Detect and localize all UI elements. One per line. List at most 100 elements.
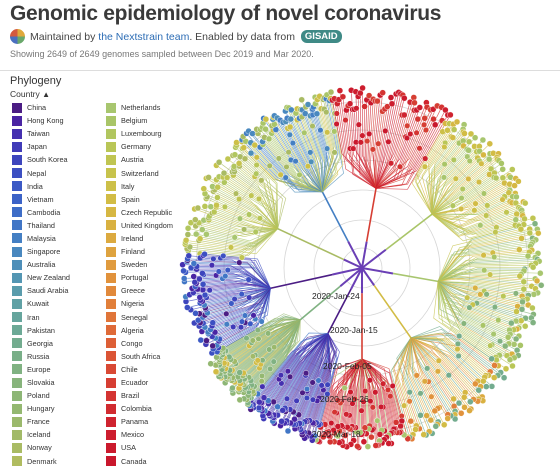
tip-node[interactable] xyxy=(374,417,381,424)
tip-node[interactable] xyxy=(516,272,523,280)
tip-node[interactable] xyxy=(293,397,300,404)
tip-node[interactable] xyxy=(266,346,273,353)
tip-node[interactable] xyxy=(223,321,230,328)
legend-item[interactable]: Greece xyxy=(106,284,173,297)
tip-node[interactable] xyxy=(467,398,474,405)
tip-node[interactable] xyxy=(223,174,231,181)
tip-node[interactable] xyxy=(298,96,305,104)
tip-node[interactable] xyxy=(247,149,255,157)
tip-node[interactable] xyxy=(454,340,461,347)
tip-node[interactable] xyxy=(460,320,467,327)
tip-node[interactable] xyxy=(397,163,404,170)
tip-node[interactable] xyxy=(247,320,254,327)
tip-node[interactable] xyxy=(472,200,479,207)
tip-node[interactable] xyxy=(236,369,243,376)
tip-node[interactable] xyxy=(214,194,221,201)
tip-node[interactable] xyxy=(209,319,217,326)
tip-node[interactable] xyxy=(184,304,191,311)
legend-item[interactable]: Vietnam xyxy=(12,193,70,206)
tip-node[interactable] xyxy=(495,317,502,324)
tip-node[interactable] xyxy=(236,259,243,266)
tip-node[interactable] xyxy=(324,129,331,136)
tip-node[interactable] xyxy=(535,229,542,237)
tip-node[interactable] xyxy=(521,215,528,223)
tip-node[interactable] xyxy=(529,319,537,326)
tip-node[interactable] xyxy=(221,203,228,210)
tip-node[interactable] xyxy=(461,394,468,401)
tip-node[interactable] xyxy=(224,267,231,274)
legend-item[interactable]: Portugal xyxy=(106,271,173,284)
tip-node[interactable] xyxy=(336,87,344,94)
tip-node[interactable] xyxy=(309,396,316,403)
tip-node[interactable] xyxy=(254,327,261,334)
tip-node[interactable] xyxy=(511,182,518,189)
tip-node[interactable] xyxy=(355,121,362,128)
tip-node[interactable] xyxy=(512,290,519,297)
legend-item[interactable]: Germany xyxy=(106,140,173,153)
legend-item[interactable]: Saudi Arabia xyxy=(12,284,70,297)
tip-node[interactable] xyxy=(343,411,350,418)
tip-node[interactable] xyxy=(513,347,521,354)
legend-item[interactable]: Brazil xyxy=(106,389,173,402)
tip-node[interactable] xyxy=(467,130,475,138)
tip-node[interactable] xyxy=(231,296,238,303)
tip-node[interactable] xyxy=(360,438,368,445)
tip-node[interactable] xyxy=(449,134,456,141)
tip-node[interactable] xyxy=(522,323,529,330)
tip-node[interactable] xyxy=(367,398,374,405)
tip-node[interactable] xyxy=(407,130,414,137)
legend-item[interactable]: Hungary xyxy=(12,402,70,415)
tip-node[interactable] xyxy=(441,174,448,181)
tip-node[interactable] xyxy=(359,84,366,92)
tip-node[interactable] xyxy=(180,275,188,282)
tip-node[interactable] xyxy=(376,431,384,438)
tip-node[interactable] xyxy=(250,312,257,319)
legend-item[interactable]: Finland xyxy=(106,245,173,258)
tip-node[interactable] xyxy=(512,199,520,207)
legend-item[interactable]: Canada xyxy=(106,455,173,468)
tip-node[interactable] xyxy=(499,166,506,173)
tip-node[interactable] xyxy=(241,155,249,163)
tip-node[interactable] xyxy=(238,318,245,325)
legend-item[interactable]: Nigeria xyxy=(106,297,173,310)
tip-node[interactable] xyxy=(324,391,331,398)
legend-item[interactable]: Congo xyxy=(106,337,173,350)
tip-node[interactable] xyxy=(414,115,421,123)
tip-node[interactable] xyxy=(267,365,274,372)
legend-item[interactable]: South Korea xyxy=(12,153,70,166)
tip-node[interactable] xyxy=(444,127,451,134)
tip-node[interactable] xyxy=(421,121,428,128)
tip-node[interactable] xyxy=(334,423,342,430)
tip-node[interactable] xyxy=(258,378,265,385)
legend-item[interactable]: Panama xyxy=(106,415,173,428)
tip-node[interactable] xyxy=(296,171,303,178)
tip-node[interactable] xyxy=(262,125,269,133)
tip-node[interactable] xyxy=(538,282,545,289)
tip-node[interactable] xyxy=(285,149,292,156)
tip-node[interactable] xyxy=(517,342,524,349)
tip-node[interactable] xyxy=(518,306,526,313)
tip-node[interactable] xyxy=(318,382,325,389)
tip-node[interactable] xyxy=(241,226,248,233)
tip-node[interactable] xyxy=(354,443,361,450)
tip-node[interactable] xyxy=(278,418,285,425)
tip-node[interactable] xyxy=(223,310,230,317)
tip-node[interactable] xyxy=(500,293,507,300)
tip-node[interactable] xyxy=(256,215,263,222)
tip-node[interactable] xyxy=(491,253,498,260)
tip-node[interactable] xyxy=(220,169,228,177)
tip-node[interactable] xyxy=(466,407,473,414)
tip-node[interactable] xyxy=(277,372,284,379)
tip-node[interactable] xyxy=(452,175,459,182)
tip-node[interactable] xyxy=(270,358,277,365)
tip-node[interactable] xyxy=(245,276,252,283)
tip-node[interactable] xyxy=(504,334,512,341)
tip-node[interactable] xyxy=(291,416,298,423)
tip-node[interactable] xyxy=(512,216,519,223)
tip-node[interactable] xyxy=(450,126,458,133)
tip-node[interactable] xyxy=(431,407,438,415)
tip-node[interactable] xyxy=(292,158,299,165)
tip-node[interactable] xyxy=(260,394,268,401)
legend-item[interactable]: Norway xyxy=(12,441,70,454)
legend-item[interactable]: Chile xyxy=(106,363,173,376)
